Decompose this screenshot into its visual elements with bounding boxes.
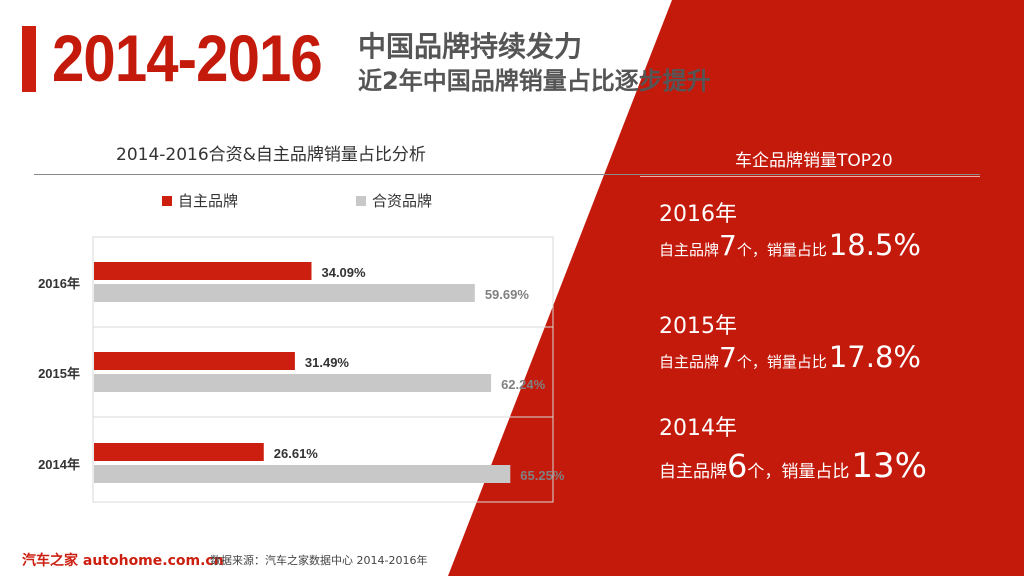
- legend-item-domestic: 自主品牌: [162, 190, 238, 211]
- bar-joint-venture: [94, 284, 475, 302]
- data-source-note: 数据来源：汽车之家数据中心 2014-2016年: [210, 554, 428, 567]
- entry-stat-2015: 自主品牌 7 个，销量占比 17.8%: [659, 340, 921, 374]
- entry-mid: 个，销量占比: [736, 241, 827, 259]
- entry-mid: 个，销量占比: [747, 462, 850, 482]
- data-label-domestic: 26.61%: [274, 446, 319, 461]
- subtitle-line-1: 中国品牌持续发力: [358, 30, 583, 63]
- legend-swatch-joint-venture: [356, 195, 366, 206]
- right-panel-title: 车企品牌销量TOP20: [735, 151, 893, 171]
- bar-domestic: [94, 352, 295, 370]
- entry-prefix: 自主品牌: [659, 353, 720, 371]
- entry-year-2014: 2014年: [659, 416, 737, 441]
- right-panel-divider: [640, 176, 980, 177]
- entry-percent: 18.5%: [828, 228, 921, 262]
- page-title-years: 2014-2016: [52, 21, 323, 95]
- entry-count: 7: [719, 229, 737, 262]
- bar-domestic: [94, 262, 312, 280]
- legend-label-domestic: 自主品牌: [178, 192, 239, 210]
- legend-swatch-domestic: [162, 195, 172, 206]
- entry-stat-2014: 自主品牌 6 个，销量占比 13%: [659, 446, 927, 486]
- divider-line: [34, 174, 980, 175]
- entry-year-2015: 2015年: [659, 314, 737, 339]
- entry-prefix: 自主品牌: [659, 462, 727, 482]
- category-label: 2016年: [38, 276, 80, 291]
- entry-stat-2016: 自主品牌 7 个，销量占比 18.5%: [659, 228, 921, 262]
- legend-item-joint-venture: 合资品牌: [356, 190, 432, 211]
- category-label: 2014年: [38, 457, 80, 472]
- data-label-domestic: 31.49%: [305, 355, 350, 370]
- chart-title: 2014-2016合资&自主品牌销量占比分析: [116, 145, 426, 165]
- title-accent-bar: [22, 26, 36, 92]
- bar-joint-venture: [94, 374, 492, 392]
- entry-percent: 17.8%: [828, 340, 921, 374]
- data-label-joint-venture: 62.24%: [501, 377, 546, 392]
- data-label-joint-venture: 59.69%: [485, 287, 530, 302]
- bar-domestic: [94, 443, 264, 461]
- legend-label-joint-venture: 合资品牌: [372, 192, 433, 210]
- entry-percent: 13%: [851, 446, 927, 486]
- plot-area-frame: [92, 236, 554, 503]
- entry-mid: 个，销量占比: [736, 353, 827, 371]
- subtitle-line-2: 近2年中国品牌销量占比逐步提升: [358, 67, 711, 95]
- bar-joint-venture: [94, 465, 511, 483]
- entry-year-2016: 2016年: [659, 202, 737, 227]
- autohome-logo: 汽车之家 autohome.com.cn: [22, 553, 224, 569]
- entry-count: 6: [727, 447, 748, 485]
- category-label: 2015年: [38, 366, 80, 381]
- entry-prefix: 自主品牌: [659, 241, 720, 259]
- data-label-domestic: 34.09%: [321, 265, 366, 280]
- data-label-joint-venture: 65.25%: [520, 468, 565, 483]
- entry-count: 7: [719, 341, 737, 374]
